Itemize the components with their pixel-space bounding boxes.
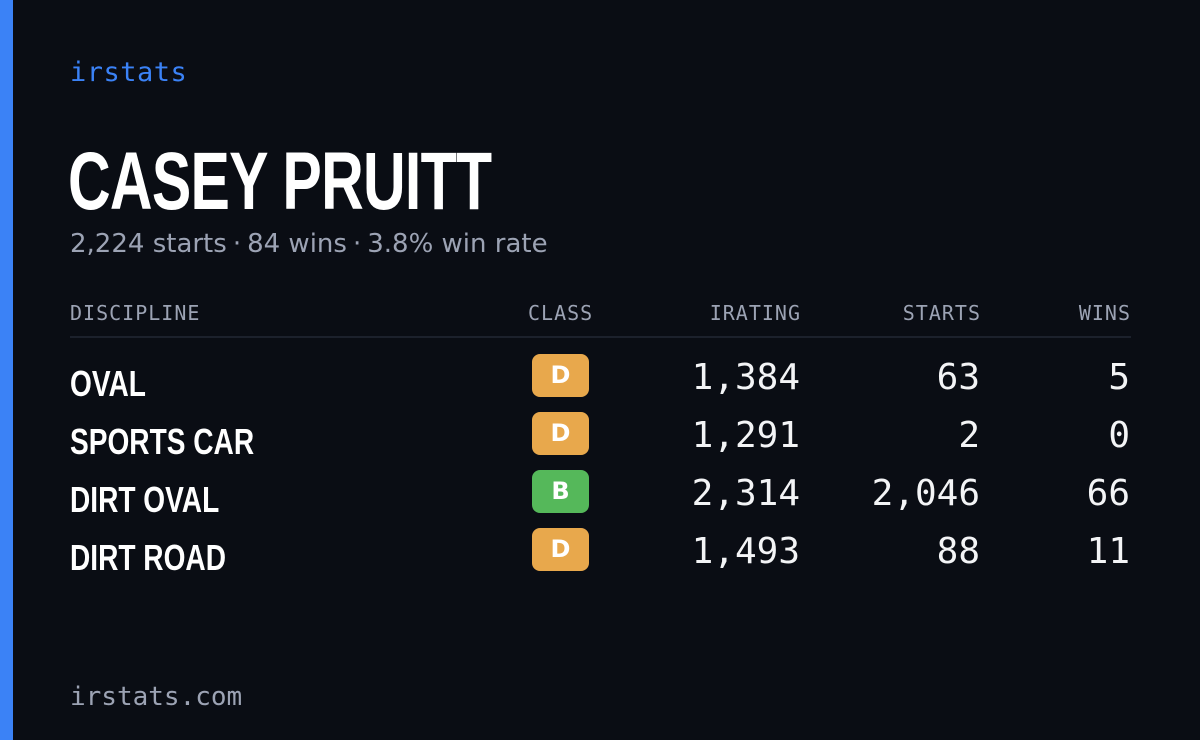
row-discipline: OVAL bbox=[70, 363, 146, 404]
row-starts: 63 bbox=[936, 357, 980, 398]
driver-name: CASEY PRUITT bbox=[68, 136, 492, 227]
row-discipline: SPORTS CAR bbox=[70, 421, 255, 462]
row-wins: 11 bbox=[1086, 531, 1130, 572]
row-starts: 88 bbox=[936, 531, 980, 572]
table-row: DIRT ROAD D 1,493 88 11 bbox=[70, 528, 1131, 586]
row-irating: 1,291 bbox=[691, 415, 800, 456]
header-wins: WINS bbox=[1078, 301, 1131, 325]
header-starts: STARTS bbox=[902, 301, 981, 325]
header-class: CLASS bbox=[528, 301, 594, 325]
class-badge: B bbox=[532, 470, 589, 513]
summary-starts: 2,224 starts bbox=[70, 229, 227, 259]
row-wins: 66 bbox=[1086, 473, 1130, 514]
header-irating: IRATING bbox=[709, 301, 801, 325]
row-wins: 5 bbox=[1108, 357, 1130, 398]
footer-site-url[interactable]: irstats.com bbox=[70, 682, 243, 712]
row-starts: 2 bbox=[958, 415, 980, 456]
brand-logo-text[interactable]: irstats bbox=[70, 57, 188, 88]
table-row: OVAL D 1,384 63 5 bbox=[70, 354, 1131, 412]
accent-bar bbox=[0, 0, 13, 740]
driver-summary: 2,224 starts · 84 wins · 3.8% win rate bbox=[70, 226, 548, 262]
class-badge: D bbox=[532, 412, 589, 455]
class-badge: D bbox=[532, 528, 589, 571]
row-irating: 2,314 bbox=[691, 473, 800, 514]
row-irating: 1,384 bbox=[691, 357, 800, 398]
row-discipline: DIRT ROAD bbox=[70, 537, 226, 578]
row-starts: 2,046 bbox=[871, 473, 980, 514]
table-row: SPORTS CAR D 1,291 2 0 bbox=[70, 412, 1131, 470]
summary-separator: · bbox=[352, 229, 362, 259]
row-discipline: DIRT OVAL bbox=[70, 479, 220, 520]
row-wins: 0 bbox=[1108, 415, 1130, 456]
header-discipline: DISCIPLINE bbox=[70, 301, 201, 325]
summary-wins: 84 wins bbox=[247, 229, 347, 259]
class-badge: D bbox=[532, 354, 589, 397]
summary-separator: · bbox=[232, 229, 242, 259]
summary-win-rate: 3.8% win rate bbox=[367, 229, 548, 259]
row-irating: 1,493 bbox=[691, 531, 800, 572]
stats-table-header: DISCIPLINE CLASS IRATING STARTS WINS bbox=[70, 296, 1131, 338]
table-row: DIRT OVAL B 2,314 2,046 66 bbox=[70, 470, 1131, 528]
